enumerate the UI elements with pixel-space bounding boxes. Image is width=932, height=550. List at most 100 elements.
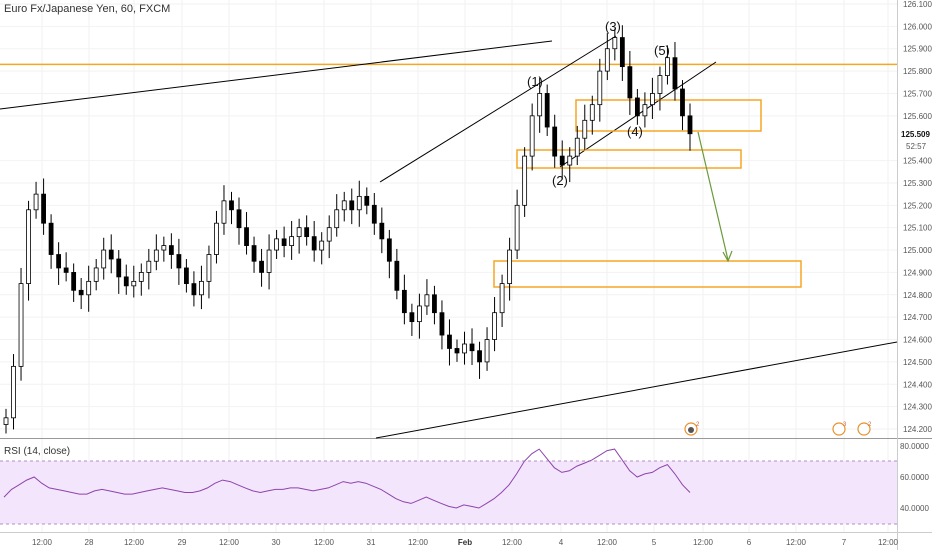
candle[interactable] [371, 193, 377, 235]
candle[interactable] [108, 234, 114, 274]
candle[interactable] [619, 25, 625, 81]
candle[interactable] [221, 185, 227, 235]
candle[interactable] [401, 274, 407, 325]
candle[interactable] [311, 220, 317, 262]
candle[interactable] [492, 297, 497, 352]
candle[interactable] [665, 45, 670, 85]
candle[interactable] [153, 234, 159, 271]
candle[interactable] [529, 103, 535, 171]
candle[interactable] [289, 220, 295, 260]
time-axis[interactable]: 12:00 28 12:00 29 12:00 30 12:00 31 12:00 Feb 12:0… [32, 538, 899, 547]
candle[interactable] [56, 242, 62, 285]
candle[interactable] [93, 259, 99, 291]
candle[interactable] [183, 259, 189, 293]
candle[interactable] [567, 147, 573, 183]
candle[interactable] [432, 285, 437, 325]
candle[interactable] [176, 238, 182, 285]
candle[interactable] [304, 215, 310, 246]
candle[interactable] [229, 191, 234, 225]
event-badge-2[interactable]: 3 [832, 422, 847, 436]
candle[interactable] [379, 207, 385, 254]
candle[interactable] [33, 181, 39, 219]
candle[interactable] [244, 212, 249, 255]
candle[interactable] [251, 236, 257, 273]
candle[interactable] [206, 245, 212, 299]
zone-resistance[interactable] [575, 99, 762, 132]
candle[interactable] [334, 194, 340, 237]
candle[interactable] [514, 189, 520, 259]
candle[interactable] [71, 263, 77, 302]
candle[interactable] [424, 279, 430, 315]
candle[interactable] [281, 226, 287, 258]
candle[interactable] [612, 28, 618, 61]
candle[interactable] [650, 77, 655, 119]
candle[interactable] [41, 178, 46, 235]
candle[interactable] [582, 104, 588, 150]
candle[interactable] [18, 267, 24, 381]
candle[interactable] [589, 95, 595, 135]
candle[interactable] [63, 252, 69, 282]
candle[interactable] [544, 84, 550, 136]
candle[interactable] [634, 89, 640, 125]
candle[interactable] [168, 233, 174, 269]
zone-target[interactable] [493, 260, 802, 288]
candle[interactable] [161, 236, 167, 262]
candle[interactable] [11, 354, 16, 430]
candle[interactable] [657, 66, 663, 111]
candle[interactable] [86, 265, 92, 312]
wave-channel-upper[interactable] [379, 35, 617, 183]
candle[interactable] [499, 274, 505, 327]
upper-trendline[interactable] [0, 40, 553, 110]
candle[interactable] [266, 234, 272, 290]
candle[interactable] [101, 237, 107, 280]
candle[interactable] [259, 248, 264, 287]
candle[interactable] [469, 328, 475, 366]
candle[interactable] [274, 229, 279, 259]
candle[interactable] [559, 140, 565, 180]
candle[interactable] [138, 263, 144, 296]
candle[interactable] [3, 408, 9, 434]
event-badge-1[interactable]: 2 [684, 422, 700, 436]
candle[interactable] [604, 33, 610, 81]
candle[interactable] [296, 218, 302, 254]
candle[interactable] [356, 180, 362, 227]
candle[interactable] [146, 248, 152, 290]
candle[interactable] [507, 237, 513, 301]
candle[interactable] [191, 271, 197, 307]
candle[interactable] [341, 191, 347, 222]
candle[interactable] [394, 248, 400, 300]
candle[interactable] [26, 200, 31, 301]
candle[interactable] [349, 188, 355, 225]
candle[interactable] [116, 250, 122, 294]
candle[interactable] [597, 58, 603, 122]
candle[interactable] [78, 278, 84, 310]
candle[interactable] [687, 103, 693, 151]
candle[interactable] [386, 229, 392, 279]
price-axis[interactable]: 124.200 124.300 124.400 124.500 124.600 124.7… [903, 0, 932, 434]
candle[interactable] [642, 92, 648, 128]
candle[interactable] [131, 265, 137, 298]
candle[interactable] [454, 339, 460, 362]
candle[interactable] [409, 303, 415, 336]
candle[interactable] [574, 125, 580, 166]
candle[interactable] [123, 264, 129, 295]
candle[interactable] [417, 293, 422, 339]
candle[interactable] [522, 147, 528, 217]
candle[interactable] [326, 215, 332, 259]
candle[interactable] [319, 232, 325, 265]
candle[interactable] [236, 197, 242, 245]
candle[interactable] [537, 77, 543, 133]
candle[interactable] [627, 50, 633, 115]
zone-support[interactable] [516, 149, 742, 169]
candle[interactable] [214, 210, 219, 264]
lower-trendline[interactable] [375, 341, 898, 439]
candle[interactable] [672, 42, 678, 101]
candle[interactable] [477, 341, 482, 379]
candle[interactable] [364, 187, 370, 215]
candle[interactable] [484, 327, 490, 371]
candle[interactable] [439, 300, 445, 350]
candle[interactable] [447, 319, 452, 366]
candle[interactable] [680, 80, 685, 131]
projection-arrow[interactable] [697, 131, 733, 263]
